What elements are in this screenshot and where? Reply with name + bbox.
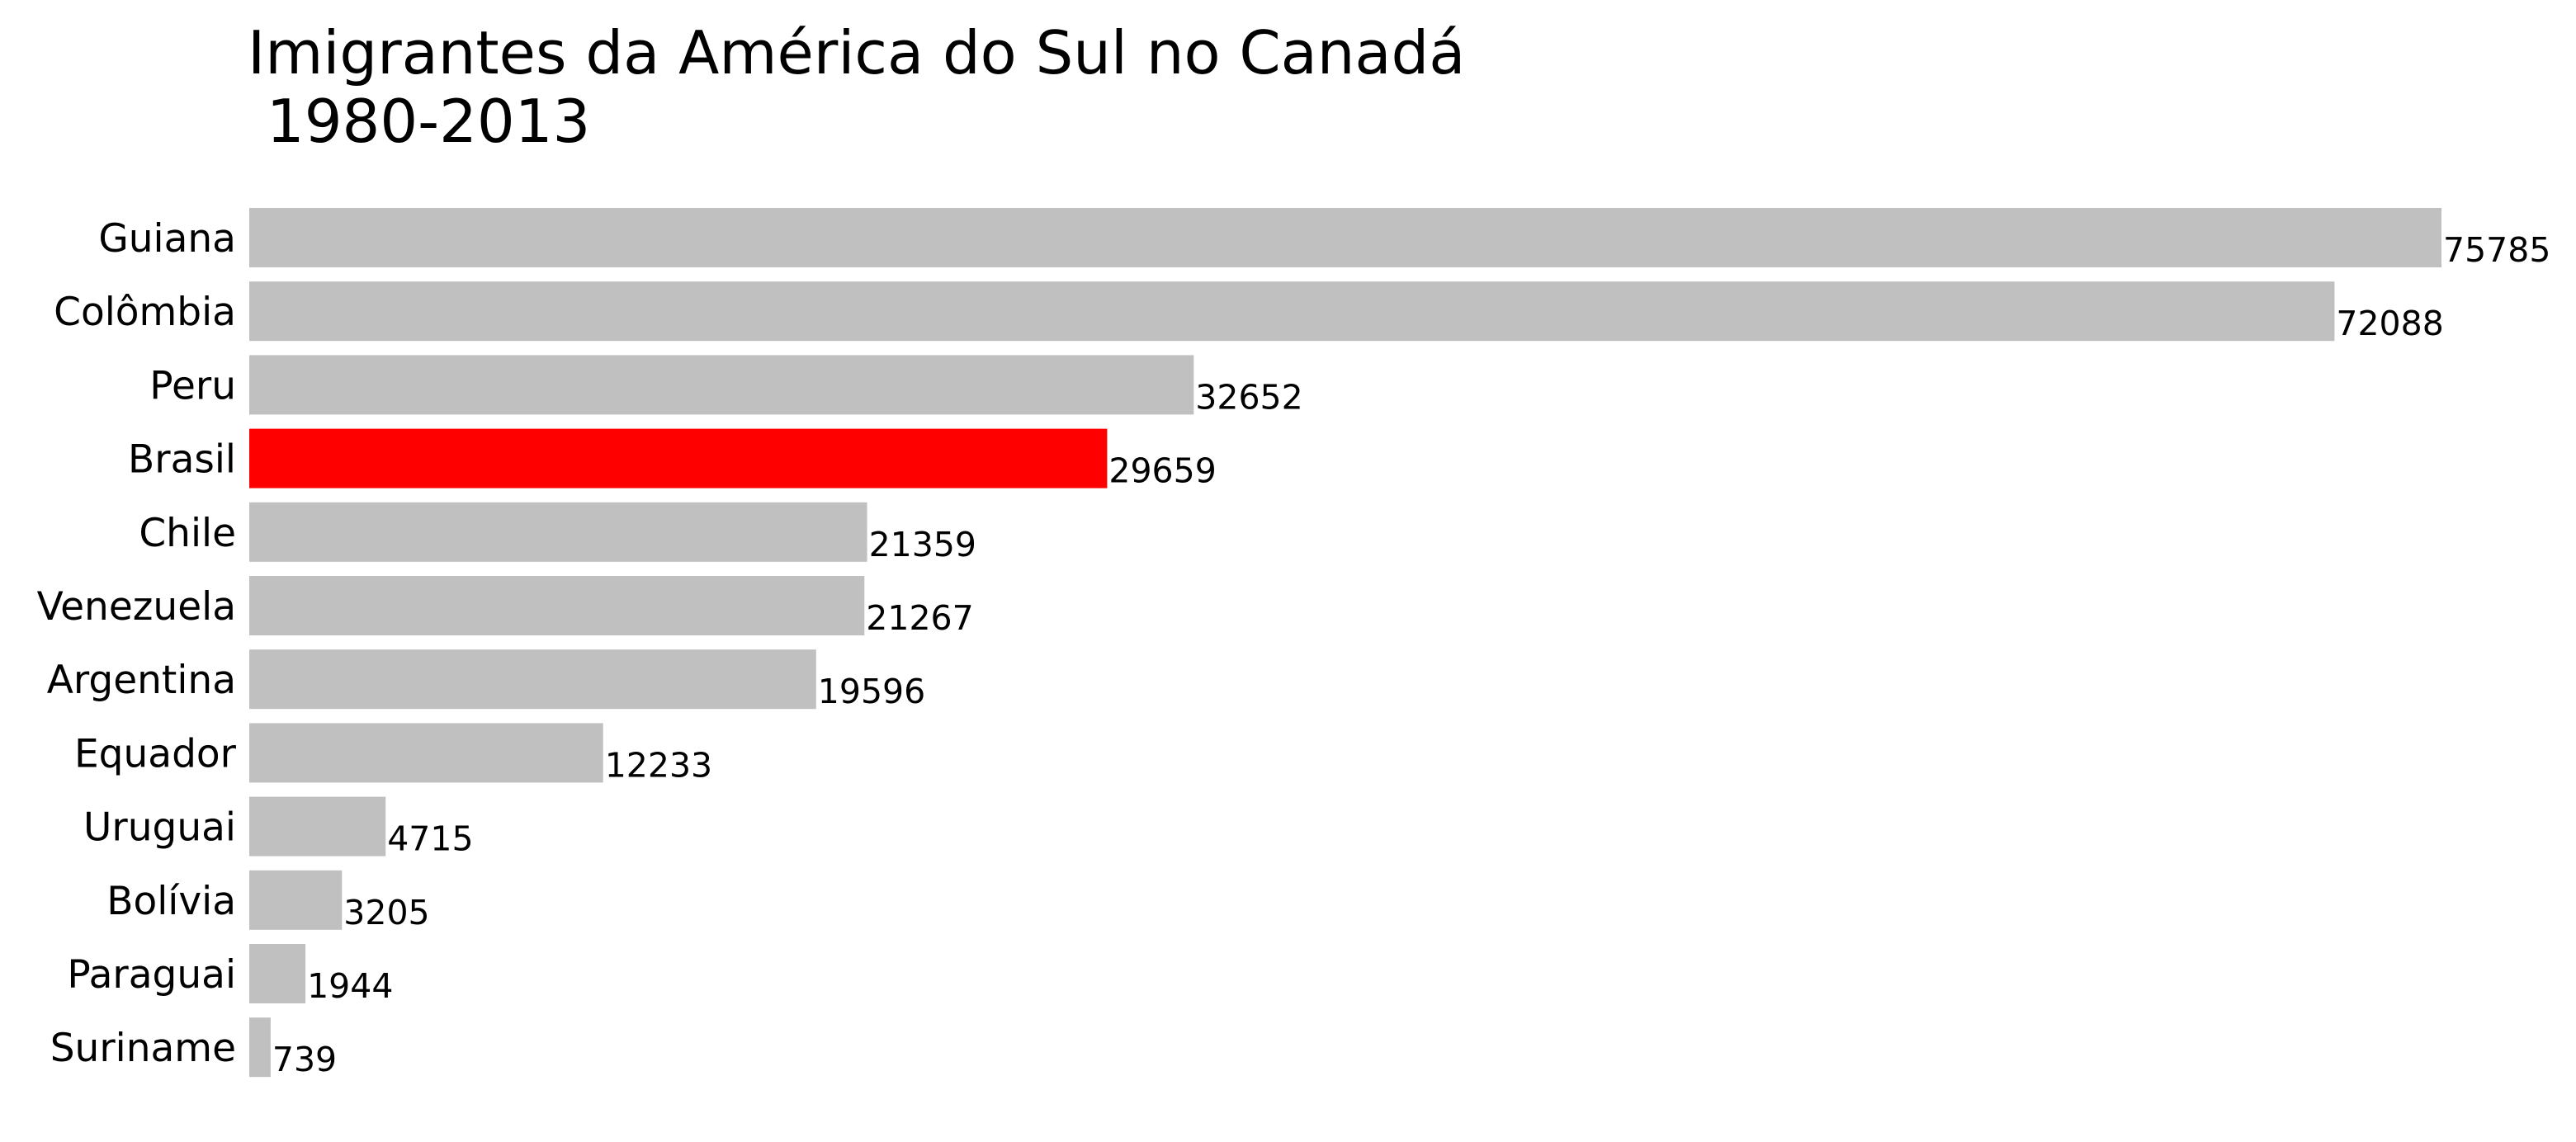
category-label-guiana: Guiana — [98, 216, 236, 262]
bar-uruguai — [249, 796, 386, 856]
bar-brasil — [249, 428, 1108, 488]
category-label-venezuela: Venezuela — [37, 584, 236, 630]
bar-paraguai — [249, 944, 306, 1003]
bar-guiana — [249, 208, 2441, 267]
category-label-suriname: Suriname — [50, 1026, 236, 1071]
category-label-brasil: Brasil — [128, 437, 236, 483]
value-label-paraguai: 1944 — [307, 966, 393, 1006]
value-label-suriname: 739 — [272, 1040, 337, 1079]
chart-title-line-1: Imigrantes da América do Sul no Canadá — [248, 18, 1465, 87]
value-label-bolivia: 3205 — [343, 893, 429, 932]
value-label-guiana: 75785 — [2443, 230, 2550, 270]
category-label-argentina: Argentina — [47, 658, 236, 703]
bar-venezuela — [249, 576, 865, 635]
category-label-colombia: Colômbia — [54, 290, 236, 335]
value-label-equador: 12233 — [605, 745, 712, 785]
category-label-uruguai: Uruguai — [83, 805, 236, 851]
bar-colombia — [249, 281, 2335, 342]
bar-chile — [249, 502, 867, 562]
category-label-equador: Equador — [74, 731, 237, 776]
value-label-venezuela: 21267 — [866, 598, 973, 638]
category-label-peru: Peru — [149, 363, 236, 408]
category-label-bolivia: Bolívia — [106, 879, 236, 924]
bar-equador — [249, 723, 603, 783]
bar-suriname — [249, 1017, 271, 1078]
category-label-paraguai: Paraguai — [67, 952, 236, 998]
value-label-chile: 21359 — [869, 525, 976, 564]
chart-title-line-2: 1980-2013 — [248, 87, 590, 156]
bar-argentina — [249, 649, 816, 710]
value-label-argentina: 19596 — [818, 672, 925, 711]
value-label-uruguai: 4715 — [387, 819, 473, 859]
value-label-colombia: 72088 — [2336, 304, 2443, 343]
category-label-chile: Chile — [139, 511, 236, 556]
bars-group: Guiana 75785 Colômbia 72088 Peru 32652 Brasil 2… — [37, 208, 2550, 1079]
bar-bolivia — [249, 870, 343, 930]
bar-peru — [249, 355, 1194, 415]
value-label-brasil: 29659 — [1108, 451, 1216, 491]
value-label-peru: 32652 — [1195, 377, 1302, 417]
